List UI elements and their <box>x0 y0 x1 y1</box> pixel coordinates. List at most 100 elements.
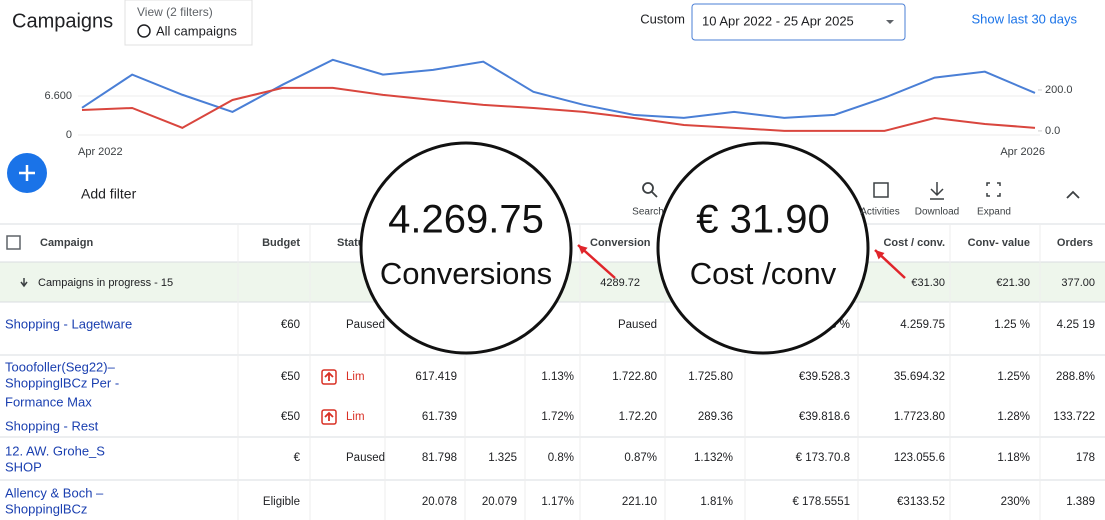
table-cell: 4.259.75 <box>900 319 945 331</box>
table-cell: Paused <box>346 319 385 331</box>
series-line <box>81 86 1036 132</box>
callout-label: Conversions <box>380 256 552 291</box>
table-cell: Lim <box>346 411 365 423</box>
plus-icon <box>19 165 35 181</box>
limited-icon-arrow <box>324 371 334 381</box>
y2-tick-label: 0.0 <box>1045 125 1060 137</box>
table-cell: 1.25% <box>997 371 1030 383</box>
toolbar-action[interactable]: Search <box>632 207 664 218</box>
table-cell: 178 <box>1076 452 1095 464</box>
toolbar-action[interactable]: Activities <box>860 207 899 218</box>
table-cell: 1.7723.80 <box>894 411 945 423</box>
column-header[interactable]: Conversion <box>590 237 651 249</box>
series-line <box>81 58 1036 119</box>
callout-label: Cost /conv <box>690 256 837 291</box>
callout-arrowhead <box>875 250 885 260</box>
table-cell: € <box>294 452 301 464</box>
callouts: 4.269.75 Conversions € 31.90 Cost /conv <box>359 141 906 355</box>
select-all-checkbox[interactable] <box>6 235 21 250</box>
page-title: Campaigns <box>12 10 113 32</box>
date-range: 10 Apr 2022 - 25 Apr 2025 <box>702 13 854 28</box>
dropdown-caret <box>886 20 894 24</box>
callout-value: 4.269.75 <box>388 198 544 242</box>
y-tick-label: 0 <box>66 129 72 141</box>
table-cell: €60 <box>281 319 300 331</box>
chart: 0 6.600 0.0 200.0 Apr 2022 Apr 2026 <box>44 58 1073 158</box>
table-cell: 230% <box>1001 496 1030 508</box>
table-cell: 1.132% <box>694 452 733 464</box>
table-cell: 61.739 <box>422 411 457 423</box>
summary-cell: €21.30 <box>996 277 1030 289</box>
table-cell: 617.419 <box>415 371 457 383</box>
activities-icon <box>873 182 889 198</box>
x-tick-label: Apr 2022 <box>78 146 123 158</box>
campaign-name[interactable]: Shopping - Rest <box>5 418 99 433</box>
campaign-name[interactable]: Shopping - Lagetware <box>5 316 132 331</box>
table-cell: 1.28% <box>997 411 1030 423</box>
table-cell: 123.055.6 <box>894 452 945 464</box>
campaign-name[interactable]: Allency & Boch – <box>5 485 104 500</box>
campaign-name[interactable]: 12. AW. Grohe_S <box>5 443 105 458</box>
campaign-name[interactable]: ShoppinglBCz <box>5 501 87 516</box>
download-icon <box>930 182 944 200</box>
x-tick-label: Apr 2026 <box>1000 146 1045 158</box>
table-cell: 1.25 % <box>994 319 1030 331</box>
view-label: View (2 filters) <box>137 5 213 19</box>
limited-icon-arrow <box>324 411 334 421</box>
column-header[interactable]: Budget <box>262 237 300 249</box>
column-header[interactable]: Campaign <box>40 237 93 249</box>
callout-value: € 31.90 <box>696 198 829 242</box>
summary-cell: 4289.72 <box>600 277 640 289</box>
table-cell: 0.8% <box>548 452 574 464</box>
table-cell: 288.8% <box>1056 371 1095 383</box>
toolbar-action[interactable]: Expand <box>977 207 1011 218</box>
callout-circle <box>359 141 573 355</box>
view-icon <box>137 24 151 38</box>
column-header[interactable]: Orders <box>1057 237 1093 249</box>
campaign-name[interactable]: Formance Max <box>5 394 92 409</box>
table-cell: € 178.5551 <box>792 496 850 508</box>
table-cell: €39.818.6 <box>799 411 850 423</box>
toolbar-action[interactable]: Download <box>915 207 959 218</box>
table-cell: 35.694.32 <box>894 371 945 383</box>
view-selector[interactable] <box>124 0 253 46</box>
table-cell: Eligible <box>263 496 300 508</box>
table-cell: 1.17% <box>541 496 574 508</box>
table-cell: 81.798 <box>422 452 457 464</box>
date-dropdown[interactable] <box>691 3 906 41</box>
table-cell: € 173.70.8 <box>796 452 850 464</box>
search-icon <box>642 182 654 194</box>
table-cell: 4.25 19 <box>1057 319 1095 331</box>
table-cell: €3133.52 <box>897 496 945 508</box>
table-cell: 289.36 <box>698 411 733 423</box>
table-cell: 221.10 <box>622 496 657 508</box>
date-label: Custom <box>640 11 685 26</box>
search-icon-handle <box>651 191 658 198</box>
summary-cell: 377.00 <box>1061 277 1095 289</box>
table-cell: 1.325 <box>488 452 517 464</box>
show-last-link[interactable]: Show last 30 days <box>971 11 1077 26</box>
table-cell: Lim <box>346 371 365 383</box>
table-cell: 1.389 <box>1066 496 1095 508</box>
table-cell: €50 <box>281 371 300 383</box>
table-cell: 1.81% <box>700 496 733 508</box>
table-cell: 1.18% <box>997 452 1030 464</box>
campaign-name[interactable]: SHOP <box>5 459 42 474</box>
y2-tick-label: 200.0 <box>1045 84 1073 96</box>
y-tick-label: 6.600 <box>44 90 72 102</box>
column-header[interactable]: Conv- value <box>968 237 1030 249</box>
table-cell: 0.87% <box>624 452 657 464</box>
collapse-caret[interactable] <box>1066 190 1080 199</box>
table-cell: €39.528.3 <box>799 371 850 383</box>
table-cell: 20.078 <box>422 496 457 508</box>
campaign-name[interactable]: ShoppinglBCz Per - <box>5 375 119 390</box>
table-cell: 1.722.80 <box>612 371 657 383</box>
table-cell: 1.13% <box>541 371 574 383</box>
table-cell: Paused <box>346 452 385 464</box>
campaign-name[interactable]: Tooofoller(Seg22)– <box>5 359 116 374</box>
add-filter[interactable]: Add filter <box>81 186 137 202</box>
table-cell: 20.079 <box>482 496 517 508</box>
table-cell: 1.72% <box>541 411 574 423</box>
column-header[interactable]: Cost / conv. <box>883 237 945 249</box>
